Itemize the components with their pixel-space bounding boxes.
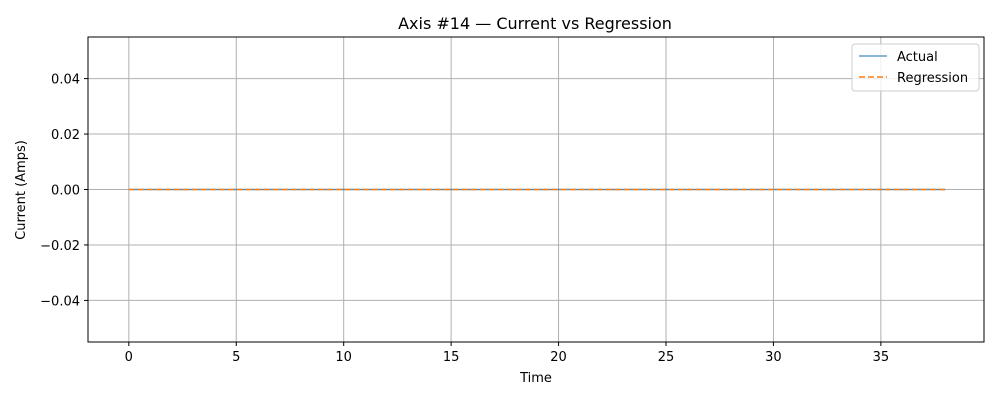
x-tick-label: 10 — [335, 350, 352, 365]
x-tick-label: 30 — [765, 350, 782, 365]
legend: Actual Regression — [851, 43, 980, 92]
x-tick-label: 5 — [232, 350, 240, 365]
legend-label-actual: Actual — [897, 50, 938, 65]
x-axis-label: Time — [519, 371, 552, 386]
x-axis-ticks: 0 5 10 15 20 25 30 35 — [125, 342, 889, 365]
x-tick-label: 25 — [658, 350, 675, 365]
x-tick-label: 20 — [550, 350, 567, 365]
x-tick-label: 15 — [443, 350, 460, 365]
y-axis-label: Current (Amps) — [14, 140, 29, 240]
y-tick-label: 0.02 — [51, 128, 80, 143]
chart-title: Axis #14 — Current vs Regression — [398, 14, 672, 33]
y-tick-label: −0.02 — [40, 239, 80, 254]
y-axis-ticks: −0.04 −0.02 0.00 0.02 0.04 — [40, 73, 88, 309]
y-tick-label: 0.00 — [51, 184, 80, 199]
legend-label-regression: Regression — [897, 71, 968, 86]
y-tick-label: 0.04 — [51, 73, 80, 88]
y-tick-label: −0.04 — [40, 294, 80, 309]
x-tick-label: 0 — [125, 350, 133, 365]
x-tick-label: 35 — [873, 350, 890, 365]
